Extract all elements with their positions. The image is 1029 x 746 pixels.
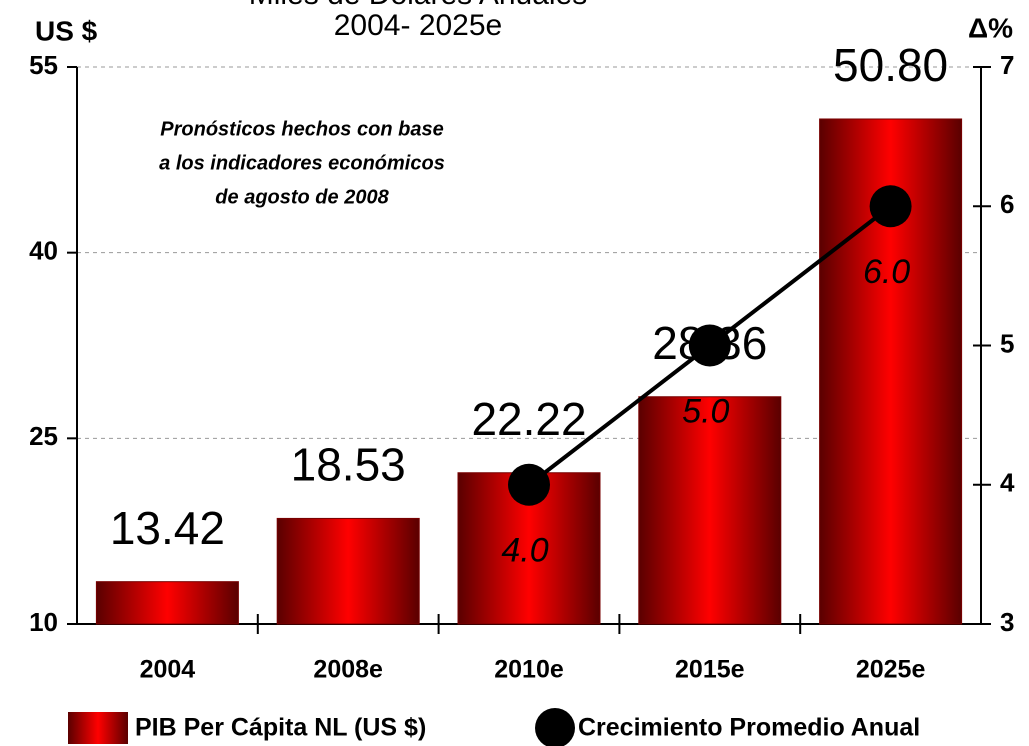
y2-tick-label: 3 <box>1000 607 1014 637</box>
line-point <box>688 324 731 367</box>
y-tick-label: 55 <box>29 50 58 80</box>
legend-label: Crecimiento Promedio Anual <box>578 714 920 742</box>
x-tick-label: 2008e <box>313 656 383 684</box>
y2-tick-label: 4 <box>1000 468 1015 498</box>
annotation-line: Pronósticos hechos con base <box>160 118 443 140</box>
x-tick-label: 2010e <box>494 656 564 684</box>
y-tick-label: 10 <box>29 607 58 637</box>
chart-subtitle: 2004- 2025e <box>334 9 503 42</box>
y2-tick-label: 5 <box>1000 328 1014 358</box>
chart-title: Miles de Dólares Anuales <box>249 0 588 11</box>
y2-tick-label: 6 <box>1000 189 1014 219</box>
annotation-line: de agosto de 2008 <box>215 186 389 208</box>
y-tick-label: 25 <box>29 421 58 451</box>
bar-value-label: 13.42 <box>110 502 225 554</box>
bar <box>638 396 782 625</box>
bar-value-label: 50.80 <box>833 39 948 91</box>
annotation-line: a los indicadores económicos <box>159 152 445 174</box>
line-value-label: 5.0 <box>682 392 729 430</box>
bar <box>276 517 420 625</box>
legend-swatch <box>68 712 128 744</box>
y-tick-label: 40 <box>29 236 58 266</box>
annotation: Pronósticos hechos con base a los indica… <box>159 118 445 208</box>
y2-axis-label: Δ% <box>968 12 1013 43</box>
x-tick-label: 2025e <box>856 656 926 684</box>
y-axis-label: US $ <box>35 15 98 46</box>
line-value-label: 6.0 <box>863 253 910 291</box>
y2-tick-label: 7 <box>1000 50 1014 80</box>
line-point <box>869 185 912 228</box>
x-tick-label: 2004 <box>140 656 196 684</box>
bar-value-label: 18.53 <box>291 439 406 491</box>
line-value-label: 4.0 <box>501 532 548 570</box>
line-point <box>508 463 550 506</box>
x-tick-label: 2015e <box>675 656 745 684</box>
legend-label: PIB Per Cápita NL (US $) <box>135 714 426 742</box>
bar-value-label: 22.22 <box>471 393 586 445</box>
bar <box>95 581 239 625</box>
legend-swatch <box>535 708 575 746</box>
